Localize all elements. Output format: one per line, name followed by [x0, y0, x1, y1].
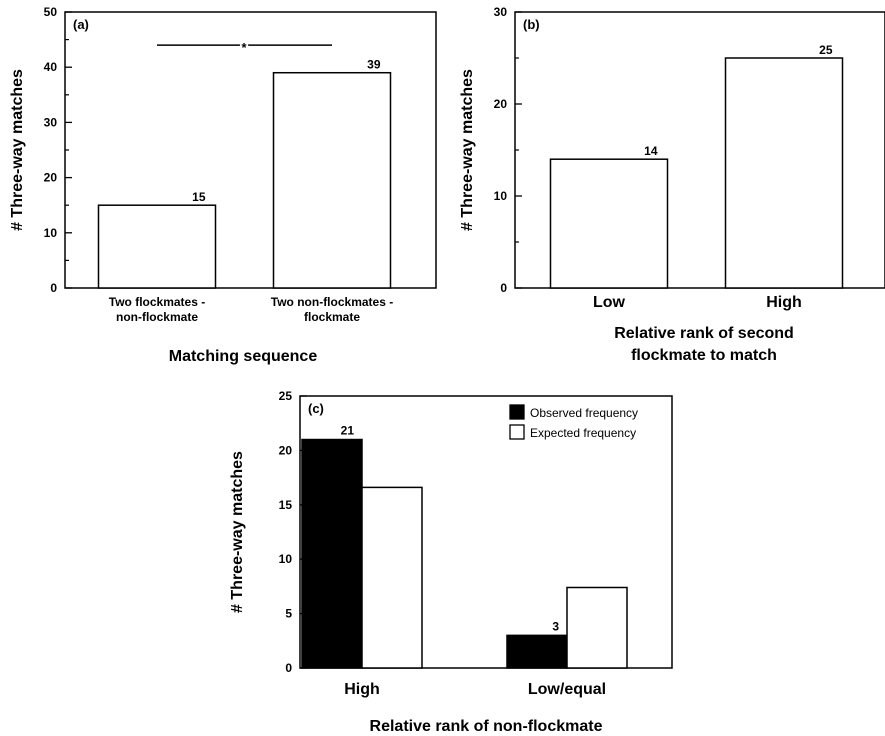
- chart-panel-c: 0 5 10 15 20 25 (c) # Three-way matches 21 3 High L…: [229, 389, 673, 735]
- y-axis-title: # Three-way matches: [459, 69, 476, 231]
- x-axis-title: Relative rank of non-flockmate: [370, 718, 603, 735]
- y-tick-label: 5: [285, 607, 292, 621]
- bar-expected: [361, 486, 423, 669]
- y-tick-label: 25: [279, 389, 293, 403]
- y-tick-label: 15: [279, 498, 293, 512]
- category-label: flockmate: [304, 310, 360, 324]
- category-label: Low/equal: [528, 681, 606, 698]
- bar: [549, 158, 669, 289]
- bar-expected: [566, 586, 628, 669]
- data-label: 39: [367, 58, 381, 72]
- category-label: High: [344, 681, 380, 698]
- chart-panel-b: 0 10 20 30 (b) # Three-way matches 14 25 Low High…: [459, 5, 885, 364]
- data-label: 3: [552, 619, 559, 633]
- data-label: 25: [819, 43, 833, 57]
- y-tick-label: 0: [50, 281, 57, 295]
- legend-swatch: [509, 404, 525, 420]
- significance-marker: *: [241, 40, 247, 55]
- legend-entry: Expected frequency: [530, 426, 636, 440]
- category-label: High: [766, 294, 802, 311]
- x-axis-title: flockmate to match: [631, 347, 777, 364]
- bar: [97, 204, 217, 289]
- category-label: Two flockmates -: [109, 295, 205, 309]
- bar-observed: [506, 634, 568, 669]
- y-axis-title: # Three-way matches: [229, 451, 246, 613]
- panel-label: (a): [73, 17, 89, 32]
- legend-entry: Observed frequency: [530, 406, 638, 420]
- y-tick-label: 40: [44, 60, 58, 74]
- y-tick-label: 10: [44, 226, 58, 240]
- panel-label: (b): [523, 17, 540, 32]
- plot-frame: [299, 395, 673, 669]
- x-axis-title: Relative rank of second: [614, 325, 794, 342]
- y-tick-label: 0: [285, 661, 292, 675]
- y-tick-label: 0: [500, 281, 507, 295]
- y-tick-label: 30: [494, 5, 508, 19]
- category-label: non-flockmate: [116, 310, 198, 324]
- panel-label: (c): [308, 401, 324, 416]
- bar: [724, 57, 844, 289]
- data-label: 14: [644, 144, 658, 158]
- y-tick-label: 20: [279, 443, 293, 457]
- y-axis-title: # Three-way matches: [9, 69, 26, 231]
- x-axis-title: Matching sequence: [169, 348, 318, 365]
- data-label: 21: [341, 424, 355, 438]
- y-tick-label: 20: [44, 171, 58, 185]
- y-tick-label: 10: [279, 552, 293, 566]
- chart-panel-a: 0 10 20 30 40 50 (a) # Three-way matches 15 39 Two…: [9, 5, 437, 365]
- category-label: Two non-flockmates -: [271, 295, 393, 309]
- y-tick-label: 50: [44, 5, 58, 19]
- y-tick-label: 20: [494, 97, 508, 111]
- y-tick-label: 30: [44, 115, 58, 129]
- data-label: 15: [192, 190, 206, 204]
- legend-swatch: [509, 424, 525, 440]
- bar-observed: [301, 438, 363, 669]
- y-tick-label: 10: [494, 189, 508, 203]
- bar: [272, 71, 392, 289]
- category-label: Low: [593, 294, 626, 311]
